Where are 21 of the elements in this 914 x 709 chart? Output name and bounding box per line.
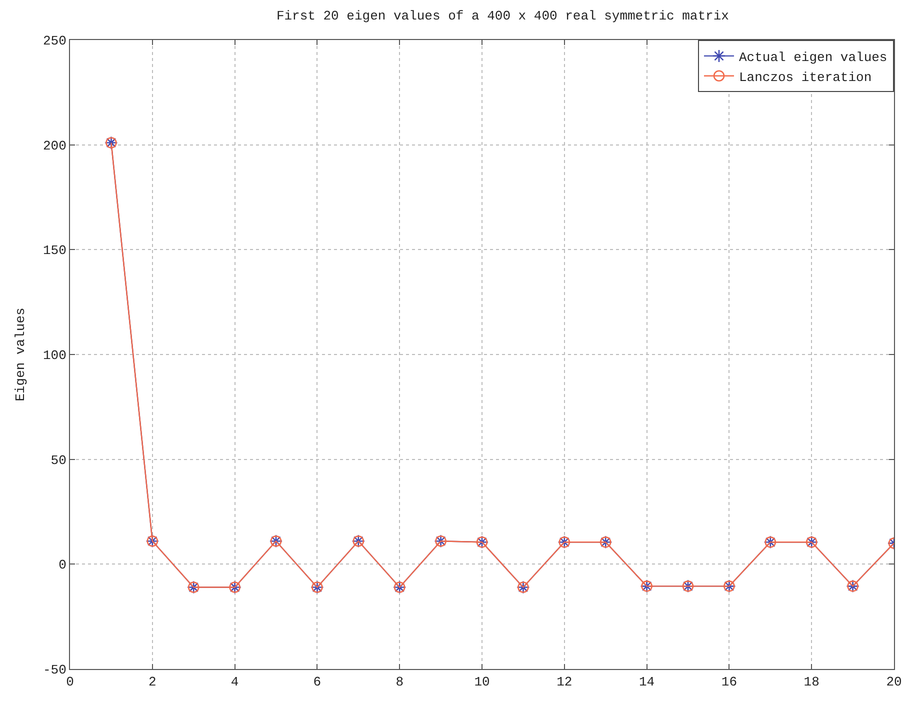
y-tick-label: 250	[42, 34, 66, 49]
x-tick-label: 10	[474, 674, 490, 690]
x-tick-label: 18	[804, 674, 820, 690]
x-tick-label: 8	[396, 674, 404, 690]
y-tick-label: 200	[42, 138, 66, 154]
y-tick-label: -50	[42, 662, 66, 678]
x-tick-label: 4	[230, 674, 239, 690]
x-tick-label: 12	[556, 674, 572, 690]
y-axis-title: Eigen values	[12, 308, 28, 402]
legend-label: Lanczos iteration	[739, 70, 872, 85]
chart-title: First 20 eigen values of a 400 x 400 real symmetric matrix	[276, 8, 730, 24]
x-tick-label: 2	[148, 674, 156, 690]
x-tick-label: 16	[721, 674, 738, 690]
y-tick-label: 150	[42, 243, 66, 258]
x-tick-label: 20	[886, 674, 902, 690]
y-tick-label: 100	[42, 348, 66, 364]
x-tick-label: 14	[638, 674, 655, 690]
y-tick-label: 0	[58, 558, 66, 573]
y-tick-label: 50	[50, 452, 66, 468]
x-tick-label: 6	[313, 674, 322, 690]
legend-label: Actual eigen values	[739, 50, 888, 66]
